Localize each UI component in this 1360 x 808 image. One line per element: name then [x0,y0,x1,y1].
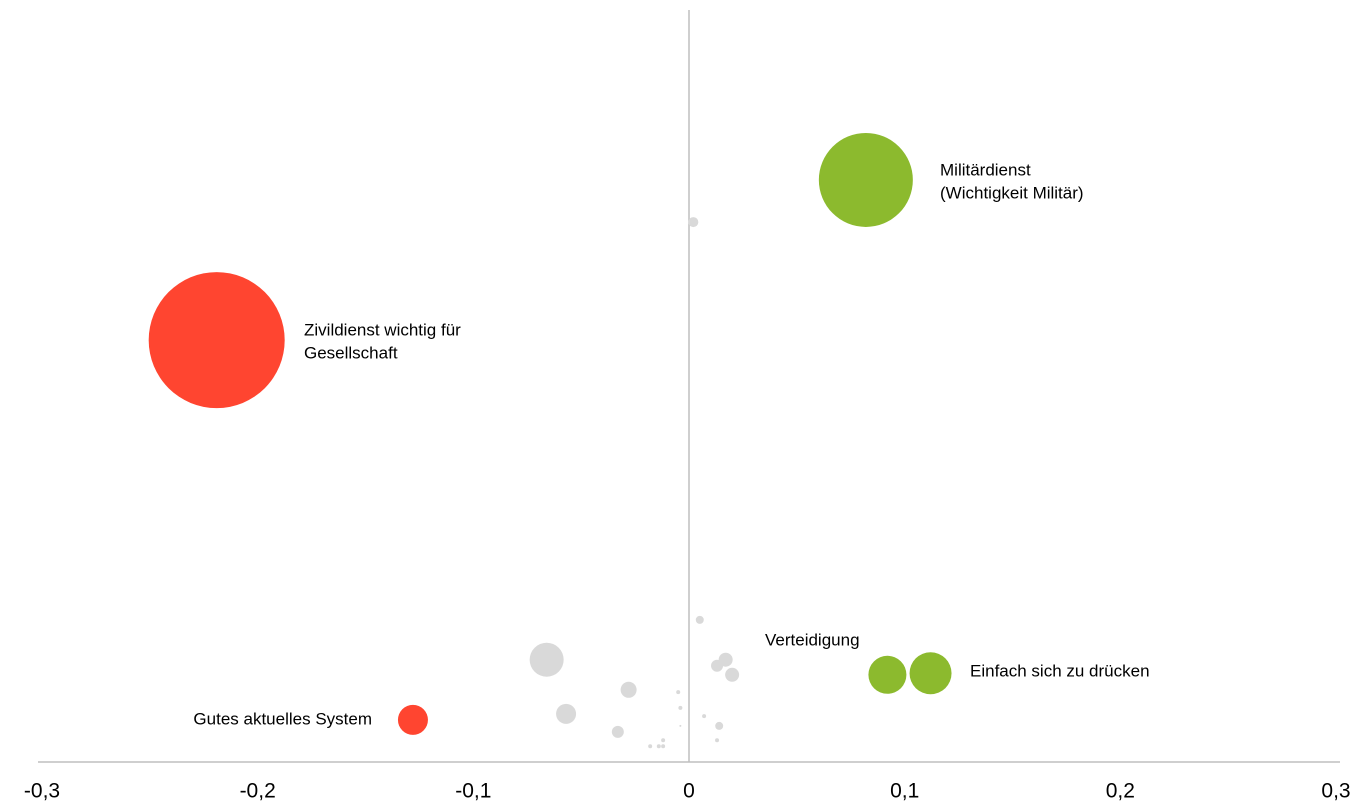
x-tick-label: 0,3 [1321,780,1350,803]
bubble-label: Einfach sich zu drücken [970,661,1150,680]
bubble-label: Verteidigung [765,630,860,649]
x-tick-label: 0,1 [890,780,919,803]
x-tick-label: 0,2 [1106,780,1135,803]
bubble [715,721,724,730]
bubble [620,681,637,698]
bubble [661,744,666,749]
bubble [702,714,707,719]
bubble [678,705,683,710]
bubble [611,725,624,738]
bubble [695,615,704,624]
bubble-label: Gutes aktuelles System [193,709,372,728]
bubble [679,724,682,727]
bubble [725,667,740,682]
bubble [909,652,952,695]
x-tick-label: -0,3 [24,780,60,803]
bubble [529,642,564,677]
x-tick-label: -0,2 [240,780,276,803]
bubble [556,703,577,724]
bubble-label: Gesellschaft [304,343,398,362]
bubble-label: Zivildienst wichtig für [304,320,461,339]
bubble [688,217,699,228]
bubble [676,690,681,695]
bubble [148,272,285,409]
x-tick-label: 0 [683,780,695,803]
bubble-label: Militärdienst [940,160,1031,179]
bubble [656,744,661,749]
bubble [397,704,428,735]
bubble [661,738,666,743]
bubble [868,655,907,694]
bubble [648,744,653,749]
bubble [711,659,724,672]
bubble-label: (Wichtigkeit Militär) [940,183,1084,202]
bubble [818,132,913,227]
bubble [715,738,720,743]
x-tick-label: -0,1 [455,780,491,803]
